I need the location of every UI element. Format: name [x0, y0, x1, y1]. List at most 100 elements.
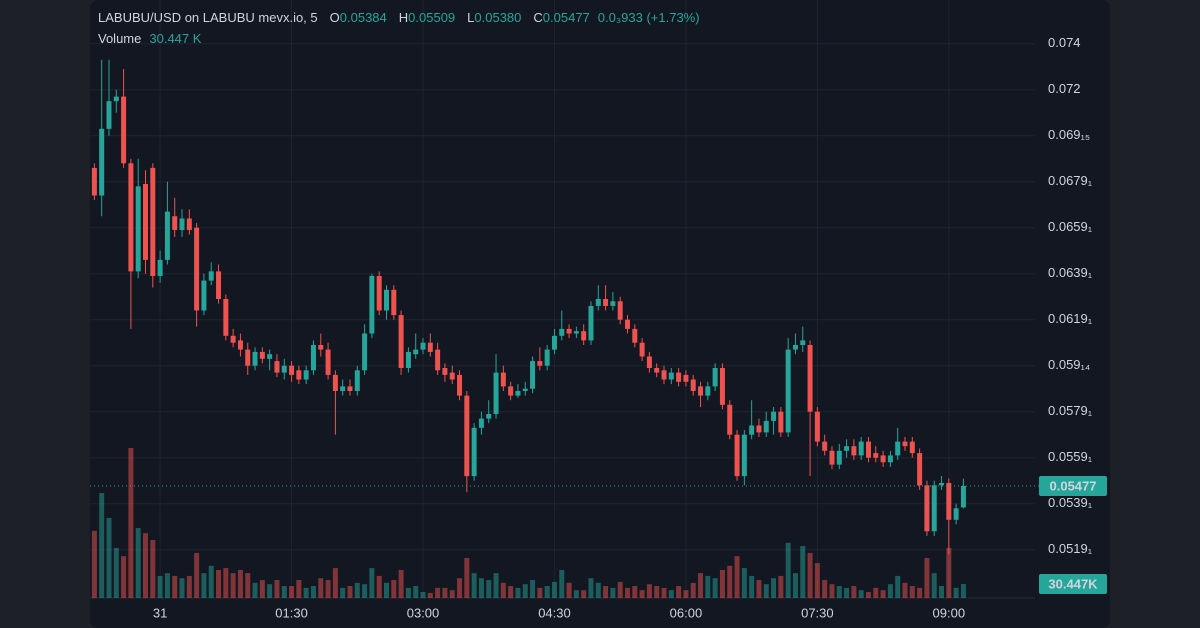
candle-body — [113, 96, 119, 102]
volume-bar — [566, 582, 572, 598]
candle-body — [369, 276, 375, 334]
candle-body — [508, 386, 514, 396]
candle-body — [310, 345, 316, 371]
candle-body — [172, 216, 178, 230]
volume-bar — [698, 573, 704, 598]
volume-bar — [917, 587, 923, 598]
candle-body — [427, 342, 433, 352]
volume-name: Volume — [98, 31, 141, 46]
ohlc-key: O — [330, 10, 340, 25]
x-tick-label: 01:30 — [275, 605, 308, 620]
volume-bar — [318, 578, 324, 598]
candle-body — [771, 411, 777, 421]
candle-body — [332, 374, 338, 391]
volume-bar — [873, 587, 879, 598]
volume-bar — [478, 578, 484, 598]
candle-body — [814, 411, 820, 442]
volume-bar — [259, 580, 265, 598]
volume-bar — [391, 580, 397, 598]
candle-body — [362, 333, 368, 371]
volume-bar — [690, 582, 696, 598]
candle-body — [646, 356, 652, 368]
volume-bar — [442, 587, 448, 598]
candle-body — [858, 441, 864, 456]
volume-bar — [646, 584, 652, 598]
candle-body — [792, 345, 798, 350]
volume-bar — [194, 552, 200, 598]
volume-bar — [676, 586, 682, 598]
candle-body — [617, 301, 623, 320]
volume-bar — [880, 590, 886, 598]
candle-body — [741, 434, 747, 477]
candle-body — [522, 388, 528, 391]
volume-bar — [508, 586, 514, 598]
volume-bar — [121, 556, 127, 598]
volume-bar — [559, 569, 565, 598]
volume-bar — [537, 587, 543, 598]
volume-bar — [522, 584, 528, 598]
volume-bar — [332, 568, 338, 598]
candle-body — [347, 386, 353, 391]
candle-body — [376, 276, 382, 311]
candle-body — [705, 386, 711, 396]
candle-body — [778, 411, 784, 433]
volume-bar — [734, 556, 740, 598]
candle-body — [712, 368, 718, 387]
candle-body — [486, 414, 492, 419]
volume-bar — [186, 575, 192, 598]
candle-body — [851, 446, 857, 456]
volume-bar — [113, 547, 119, 598]
volume-bar — [164, 573, 170, 598]
volume-bar — [91, 530, 97, 598]
candle-body — [405, 351, 411, 368]
candle-body — [822, 441, 828, 451]
last-price-badge — [1039, 475, 1107, 496]
volume-bar — [347, 586, 353, 598]
candle-body — [391, 289, 397, 316]
y-tick-label: 0.0679₁ — [1048, 173, 1093, 188]
x-tick-label: 09:00 — [933, 605, 966, 620]
volume-bar — [420, 592, 426, 598]
volume-bar — [530, 580, 536, 598]
candle-body — [223, 299, 229, 336]
candle-body — [237, 340, 243, 350]
volume-bar — [325, 580, 331, 598]
candle-body — [383, 289, 389, 311]
candle-body — [924, 485, 930, 532]
volume-bar — [464, 557, 470, 598]
x-tick-label: 04:30 — [538, 605, 571, 620]
ohlc-key: L — [467, 10, 474, 25]
candle-body — [946, 483, 952, 520]
candle-body — [559, 328, 565, 336]
volume-bar — [500, 582, 506, 598]
volume-bar — [157, 575, 163, 598]
ohlc-key: C — [533, 10, 542, 25]
candle-body — [581, 331, 587, 341]
volume-bar — [668, 590, 674, 598]
volume-bar — [449, 590, 455, 598]
volume-bar — [573, 590, 579, 598]
y-tick-label: 0.059₁₄ — [1048, 357, 1090, 372]
candle-body — [121, 96, 127, 164]
volume-bar — [267, 584, 273, 598]
volume-bar — [106, 517, 112, 598]
y-tick-label: 0.072 — [1048, 81, 1081, 96]
candle-body — [785, 349, 791, 433]
volume-bar — [128, 448, 134, 598]
volume-bar — [289, 586, 295, 598]
ohlc-value: 0.05509 — [408, 10, 455, 25]
candle-body — [296, 370, 302, 380]
volume-bar — [639, 590, 645, 598]
candle-body — [420, 342, 426, 350]
candle-body — [610, 301, 616, 306]
volume-bar — [143, 533, 149, 598]
candle-body — [603, 299, 609, 306]
candle-body — [457, 374, 463, 396]
candle-body — [135, 186, 141, 272]
candle-body — [500, 372, 506, 387]
volume-bar — [252, 582, 258, 598]
volume-value: 30.447 K — [149, 31, 201, 46]
y-tick-label: 0.0519₁ — [1048, 541, 1093, 556]
volume-bar — [551, 581, 557, 598]
x-tick-label: 03:00 — [407, 605, 440, 620]
